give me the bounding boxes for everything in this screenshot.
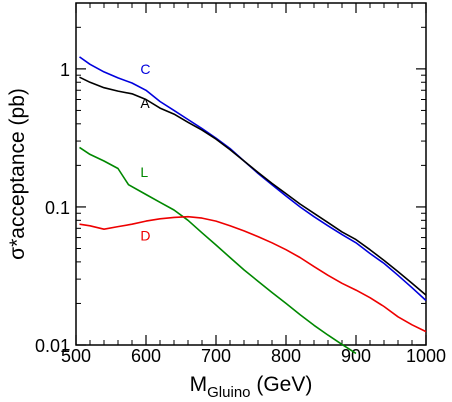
plot-frame	[75, 2, 427, 346]
x-tick-label: 700	[201, 346, 231, 366]
x-tick-label: 600	[131, 346, 161, 366]
series-label-l: L	[140, 164, 148, 180]
series-label-d: D	[140, 228, 150, 244]
x-tick-label: 900	[341, 346, 371, 366]
series-labels: C A L D	[140, 61, 150, 244]
x-axis-title-subscript: Gluino	[207, 384, 250, 401]
x-tick-label: 1000	[406, 346, 446, 366]
series-label-c: C	[140, 61, 150, 77]
x-tick-label: 800	[271, 346, 301, 366]
series-line-l	[79, 146, 357, 355]
series-line-d	[79, 215, 427, 333]
series-line-a	[79, 76, 427, 296]
y-tick-label: 1	[60, 60, 70, 80]
x-axis-title: MGluino (GeV)	[190, 373, 313, 401]
axis-ticks	[75, 2, 427, 346]
series-label-a: A	[140, 95, 150, 111]
x-axis-title-main: M	[190, 373, 208, 396]
y-tick-label: 0.01	[35, 336, 70, 356]
tick-labels: 500 600 700 800 900 1000 0.01 0.1 1	[35, 60, 446, 366]
y-axis-title: σ*acceptance (pb)	[6, 88, 29, 260]
y-tick-label: 0.1	[45, 198, 70, 218]
x-tick-label: 500	[61, 346, 91, 366]
series-group	[79, 56, 427, 355]
x-axis-title-unit: (GeV)	[256, 373, 312, 396]
